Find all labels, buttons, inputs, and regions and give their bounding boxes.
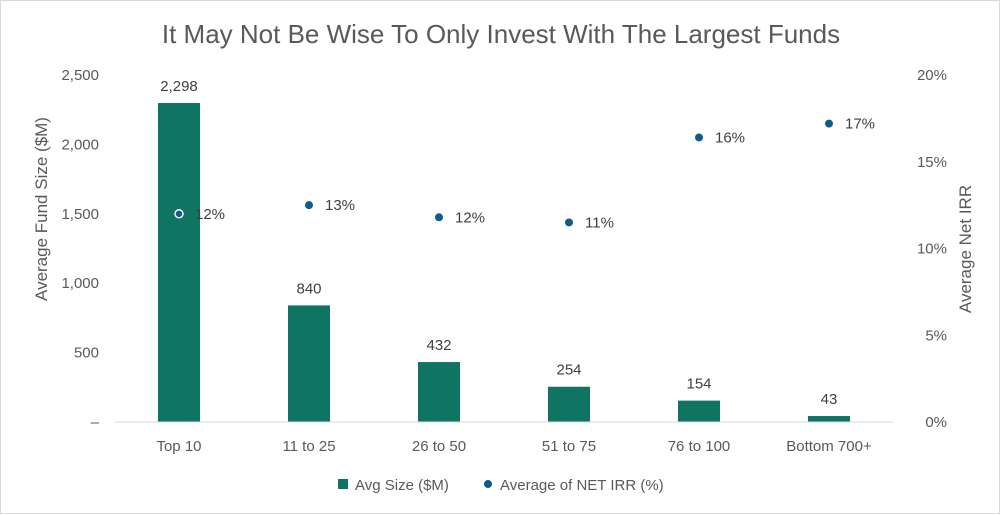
irr-point-1 [174, 209, 184, 219]
x-axis-ticks: Top 10 11 to 25 26 to 50 51 to 75 76 to 100 B… [156, 438, 871, 455]
irr-point-2 [305, 201, 313, 210]
bar-data-labels: 2,298 840 432 254 154 43 [160, 78, 837, 408]
y-tick-label: 2,500 [61, 67, 99, 84]
y2-tick-label: 0% [925, 414, 947, 431]
y-tick-label: 1,000 [61, 275, 99, 292]
bar-2 [288, 305, 330, 422]
y2-tick-label: 5% [925, 327, 947, 344]
irr-value-label: 12% [195, 206, 225, 223]
y2-tick-label: 20% [917, 67, 947, 84]
irr-value-label: 12% [455, 209, 485, 226]
legend-label-avg-size: Avg Size ($M) [355, 477, 449, 494]
y-tick-label: – [91, 414, 100, 431]
legend: Avg Size ($M) Average of NET IRR (%) [338, 477, 664, 494]
irr-value-label: 16% [715, 129, 745, 146]
bar-value-label: 254 [556, 362, 581, 379]
y2-tick-label: 15% [917, 154, 947, 171]
irr-series [174, 119, 833, 227]
irr-value-label: 17% [845, 116, 875, 133]
x-tick-label: Bottom 700+ [786, 438, 872, 455]
irr-data-labels: 12% 13% 12% 11% 16% 17% [195, 116, 875, 232]
legend-swatch-avg-size [338, 479, 348, 489]
irr-point-6 [825, 119, 833, 128]
x-tick-label: Top 10 [156, 438, 201, 455]
y2-axis-title: Average Net IRR [956, 185, 975, 313]
bar-value-label: 43 [821, 391, 838, 408]
y-axis-ticks: – 500 1,000 1,500 2,000 2,500 [61, 67, 99, 431]
y-axis-title: Average Fund Size ($M) [32, 117, 51, 301]
bar-4 [548, 386, 590, 422]
legend-label-net-irr: Average of NET IRR (%) [500, 477, 664, 494]
y2-axis-ticks: 0% 5% 10% 15% 20% [917, 67, 947, 431]
y-tick-label: 1,500 [61, 206, 99, 223]
x-tick-label: 26 to 50 [412, 438, 466, 455]
bar-6 [808, 416, 850, 422]
irr-value-label: 11% [585, 214, 614, 231]
x-tick-label: 51 to 75 [542, 438, 596, 455]
x-tick-label: 11 to 25 [282, 438, 335, 455]
bar-value-label: 154 [686, 376, 711, 393]
irr-point-3 [435, 213, 443, 222]
x-tick-label: 76 to 100 [668, 438, 731, 455]
y-tick-label: 2,000 [61, 136, 99, 153]
y2-tick-label: 10% [917, 241, 947, 258]
irr-value-label: 13% [325, 197, 355, 214]
bar-series [158, 103, 850, 422]
bar-1 [158, 103, 200, 422]
bar-value-label: 432 [426, 337, 451, 354]
irr-point-5 [695, 133, 703, 142]
irr-point-4 [565, 218, 573, 227]
y-tick-label: 500 [74, 345, 99, 362]
bar-value-label: 840 [296, 280, 321, 297]
bar-3 [418, 362, 460, 422]
bar-5 [678, 400, 720, 422]
legend-marker-net-irr [484, 480, 492, 488]
bar-value-label: 2,298 [160, 78, 198, 95]
chart-title: It May Not Be Wise To Only Invest With T… [162, 19, 840, 49]
